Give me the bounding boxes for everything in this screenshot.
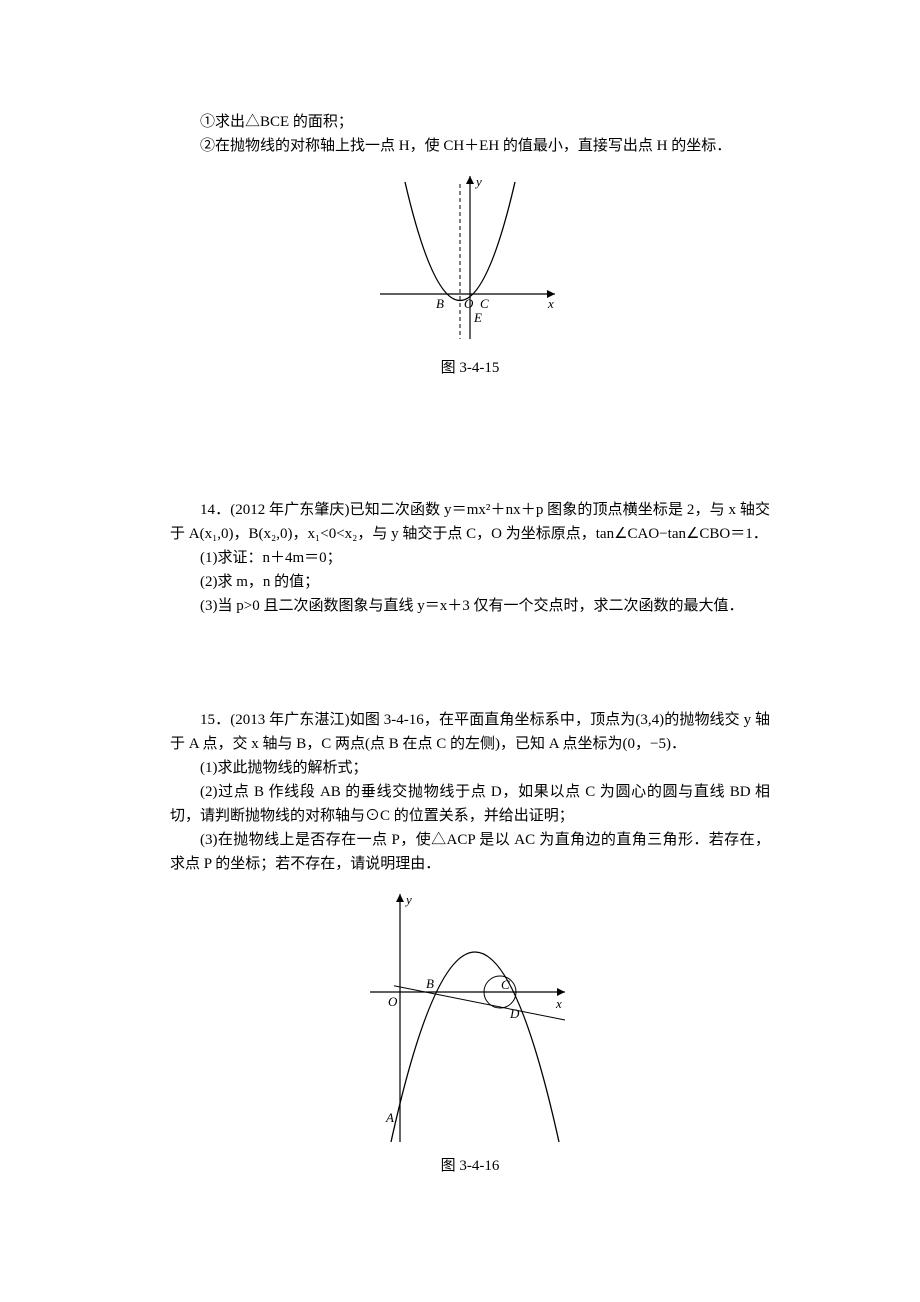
q15-head: 15．(2013 年广东湛江)如图 3-4-16，在平面直角坐标系中，顶点为(3… [170, 708, 770, 756]
spacer-2 [170, 618, 770, 708]
top-line-1: ①求出△BCE 的面积； [170, 110, 770, 134]
figure-3-4-16: y x O B C D A 图 3-4-16 [170, 882, 770, 1178]
q15-p1: (1)求此抛物线的解析式； [170, 756, 770, 780]
q14-p2: (2)求 m，n 的值； [170, 570, 770, 594]
svg-text:x: x [547, 296, 554, 311]
page: ①求出△BCE 的面积； ②在抛物线的对称轴上找一点 H，使 CH＋EH 的值最… [0, 0, 920, 1302]
svg-text:D: D [509, 1006, 520, 1021]
svg-text:x: x [555, 996, 562, 1011]
q15-p2: (2)过点 B 作线段 AB 的垂线交抛物线于点 D，如果以点 C 为圆心的圆与… [170, 780, 770, 828]
svg-text:A: A [385, 1110, 394, 1125]
q14-p1: (1)求证：n＋4m＝0； [170, 546, 770, 570]
q14-p3: (3)当 p>0 且二次函数图象与直线 y＝x＋3 仅有一个交点时，求二次函数的… [170, 594, 770, 618]
q15-p3: (3)在抛物线上是否存在一点 P，使△ACP 是以 AC 为直角边的直角三角形．… [170, 828, 770, 876]
svg-text:B: B [436, 296, 444, 311]
svg-text:E: E [473, 310, 482, 325]
svg-text:C: C [480, 296, 489, 311]
svg-text:C: C [501, 977, 510, 992]
figure-3-4-16-caption: 图 3-4-16 [170, 1154, 770, 1178]
figure-3-4-15: y x B O C E 图 3-4-15 [170, 164, 770, 380]
spacer-1 [170, 388, 770, 498]
q14-head: 14．(2012 年广东肇庆)已知二次函数 y＝mx²＋nx＋p 图象的顶点横坐… [170, 498, 770, 546]
svg-text:y: y [404, 892, 412, 907]
figure-3-4-15-svg: y x B O C E [370, 164, 570, 354]
svg-text:O: O [464, 296, 474, 311]
figure-3-4-15-caption: 图 3-4-15 [170, 356, 770, 380]
svg-text:y: y [474, 174, 482, 189]
figure-3-4-16-svg: y x O B C D A [360, 882, 580, 1152]
svg-text:B: B [426, 976, 434, 991]
svg-text:O: O [388, 994, 398, 1009]
top-line-2: ②在抛物线的对称轴上找一点 H，使 CH＋EH 的值最小，直接写出点 H 的坐标… [170, 134, 770, 158]
